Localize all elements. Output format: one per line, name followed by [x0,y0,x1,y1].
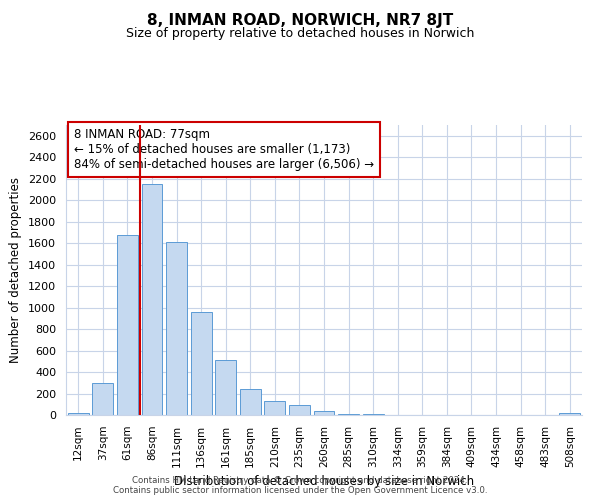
Text: Contains public sector information licensed under the Open Government Licence v3: Contains public sector information licen… [113,486,487,495]
Text: 8, INMAN ROAD, NORWICH, NR7 8JT: 8, INMAN ROAD, NORWICH, NR7 8JT [147,12,453,28]
Y-axis label: Number of detached properties: Number of detached properties [10,177,22,363]
Text: Contains HM Land Registry data © Crown copyright and database right 2024.: Contains HM Land Registry data © Crown c… [132,476,468,485]
Bar [215,360,236,415]
X-axis label: Distribution of detached houses by size in Norwich: Distribution of detached houses by size … [174,475,474,488]
Bar [265,401,286,415]
Bar [117,234,138,415]
Bar [142,184,163,415]
Text: Size of property relative to detached houses in Norwich: Size of property relative to detached ho… [126,28,474,40]
Bar [191,312,212,415]
Bar [289,405,310,415]
Bar [314,411,334,415]
Bar [338,414,359,415]
Bar [92,383,113,415]
Bar [240,388,261,415]
Text: 8 INMAN ROAD: 77sqm
← 15% of detached houses are smaller (1,173)
84% of semi-det: 8 INMAN ROAD: 77sqm ← 15% of detached ho… [74,128,374,171]
Bar [68,413,89,415]
Bar [559,414,580,415]
Bar [166,242,187,415]
Bar [362,414,383,415]
